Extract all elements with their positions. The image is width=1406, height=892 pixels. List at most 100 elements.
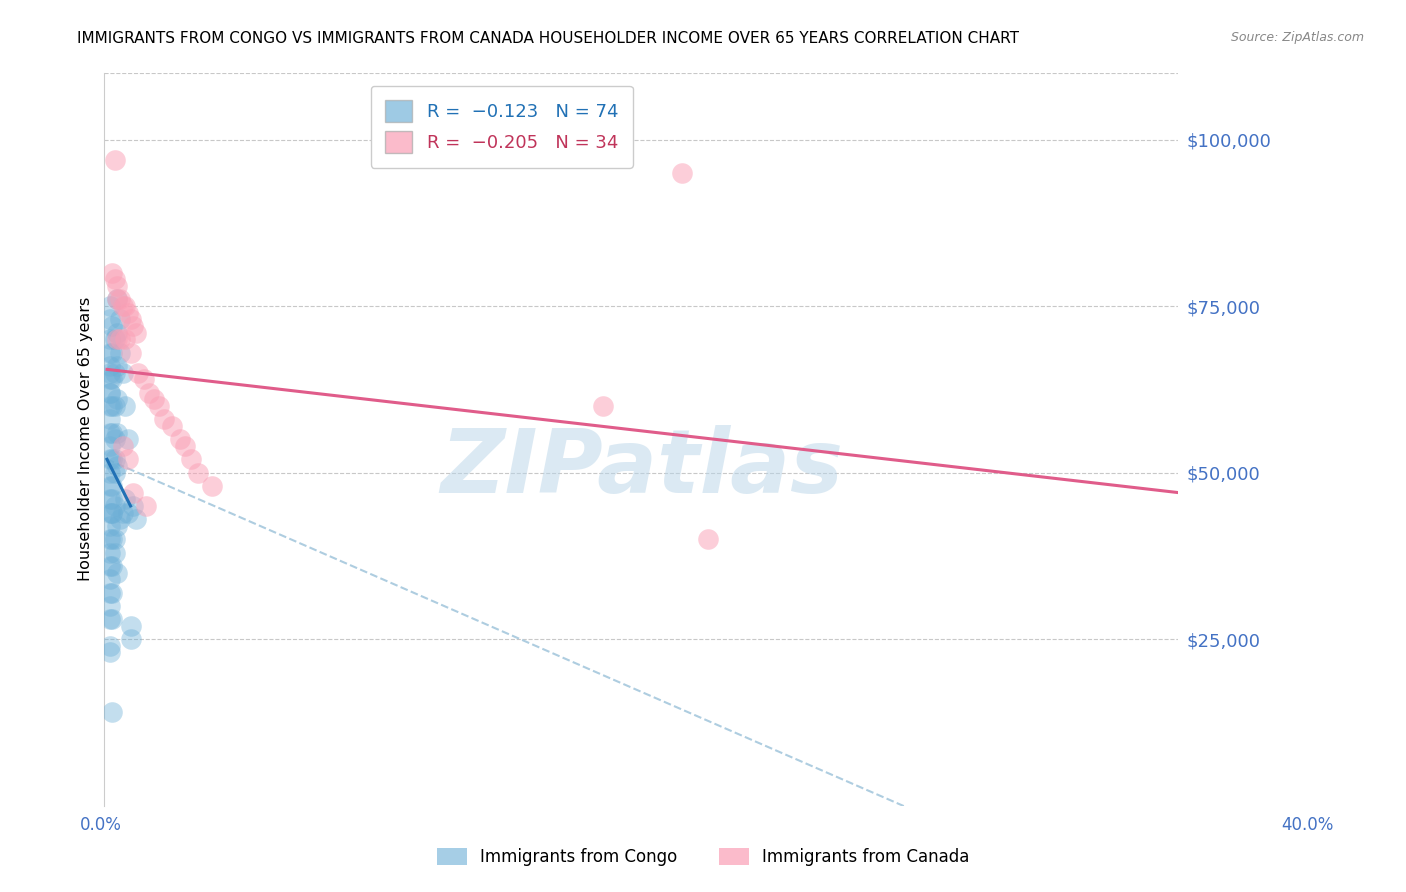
Point [180,452,202,467]
Point [107,293,129,307]
Point [114,332,136,346]
Point [174,439,197,453]
Point [98,645,121,659]
Point [98,492,121,507]
Point [108,312,131,326]
Point [98,585,121,599]
Point [117,452,139,467]
Point [153,412,176,426]
Point [107,332,129,346]
Point [98,385,121,400]
Point [101,479,124,493]
Point [125,512,148,526]
Point [187,466,209,480]
Point [98,599,121,613]
Point [117,432,139,446]
Point [111,299,134,313]
Point [148,399,170,413]
Point [120,312,142,326]
Point [697,533,720,547]
Point [122,485,145,500]
Point [98,372,121,386]
Point [98,452,121,467]
Point [108,512,131,526]
Point [98,359,121,373]
Text: Source: ZipAtlas.com: Source: ZipAtlas.com [1230,31,1364,45]
Point [104,153,127,167]
Point [101,612,124,626]
Point [117,506,139,520]
Point [111,366,134,380]
Y-axis label: Householder Income Over 65 years: Householder Income Over 65 years [79,297,93,582]
Point [143,392,166,407]
Point [98,533,121,547]
Point [169,432,191,446]
Point [101,492,124,507]
Point [101,506,124,520]
Point [127,366,149,380]
Point [107,458,129,473]
Point [135,499,157,513]
Point [98,312,121,326]
Point [107,326,129,340]
Point [104,466,127,480]
Point [101,533,124,547]
Point [101,399,124,413]
Point [122,319,145,334]
Point [111,506,134,520]
Point [117,306,139,320]
Point [111,439,134,453]
Text: ZIPatlas: ZIPatlas [440,425,842,512]
Point [104,545,127,559]
Point [98,479,121,493]
Text: IMMIGRANTS FROM CONGO VS IMMIGRANTS FROM CANADA HOUSEHOLDER INCOME OVER 65 YEARS: IMMIGRANTS FROM CONGO VS IMMIGRANTS FROM… [77,31,1019,46]
Point [132,372,155,386]
Point [107,392,129,407]
Point [104,366,127,380]
Point [107,519,129,533]
Point [107,566,129,580]
Point [98,439,121,453]
Point [108,345,131,359]
Point [98,299,121,313]
Point [101,345,124,359]
Point [101,558,124,573]
Point [108,293,131,307]
Point [104,533,127,547]
Point [107,425,129,440]
Point [98,545,121,559]
Point [120,632,142,647]
Point [120,345,142,359]
Point [200,479,222,493]
Point [104,272,127,286]
Point [101,425,124,440]
Point [162,419,184,434]
Point [98,332,121,346]
Point [98,399,121,413]
Text: 0.0%: 0.0% [80,816,122,834]
Point [98,412,121,426]
Point [120,619,142,633]
Point [98,385,121,400]
Point [104,399,127,413]
Point [107,359,129,373]
Point [98,506,121,520]
Point [104,499,127,513]
Point [101,319,124,334]
Point [98,425,121,440]
Point [98,366,121,380]
Point [114,492,136,507]
Point [108,332,131,346]
Point [671,166,693,180]
Point [101,266,124,280]
Point [138,385,160,400]
Point [104,452,127,467]
Point [122,499,145,513]
Point [101,372,124,386]
Point [98,345,121,359]
Point [125,326,148,340]
Point [107,279,129,293]
Point [114,399,136,413]
Point [104,432,127,446]
Point [98,572,121,586]
